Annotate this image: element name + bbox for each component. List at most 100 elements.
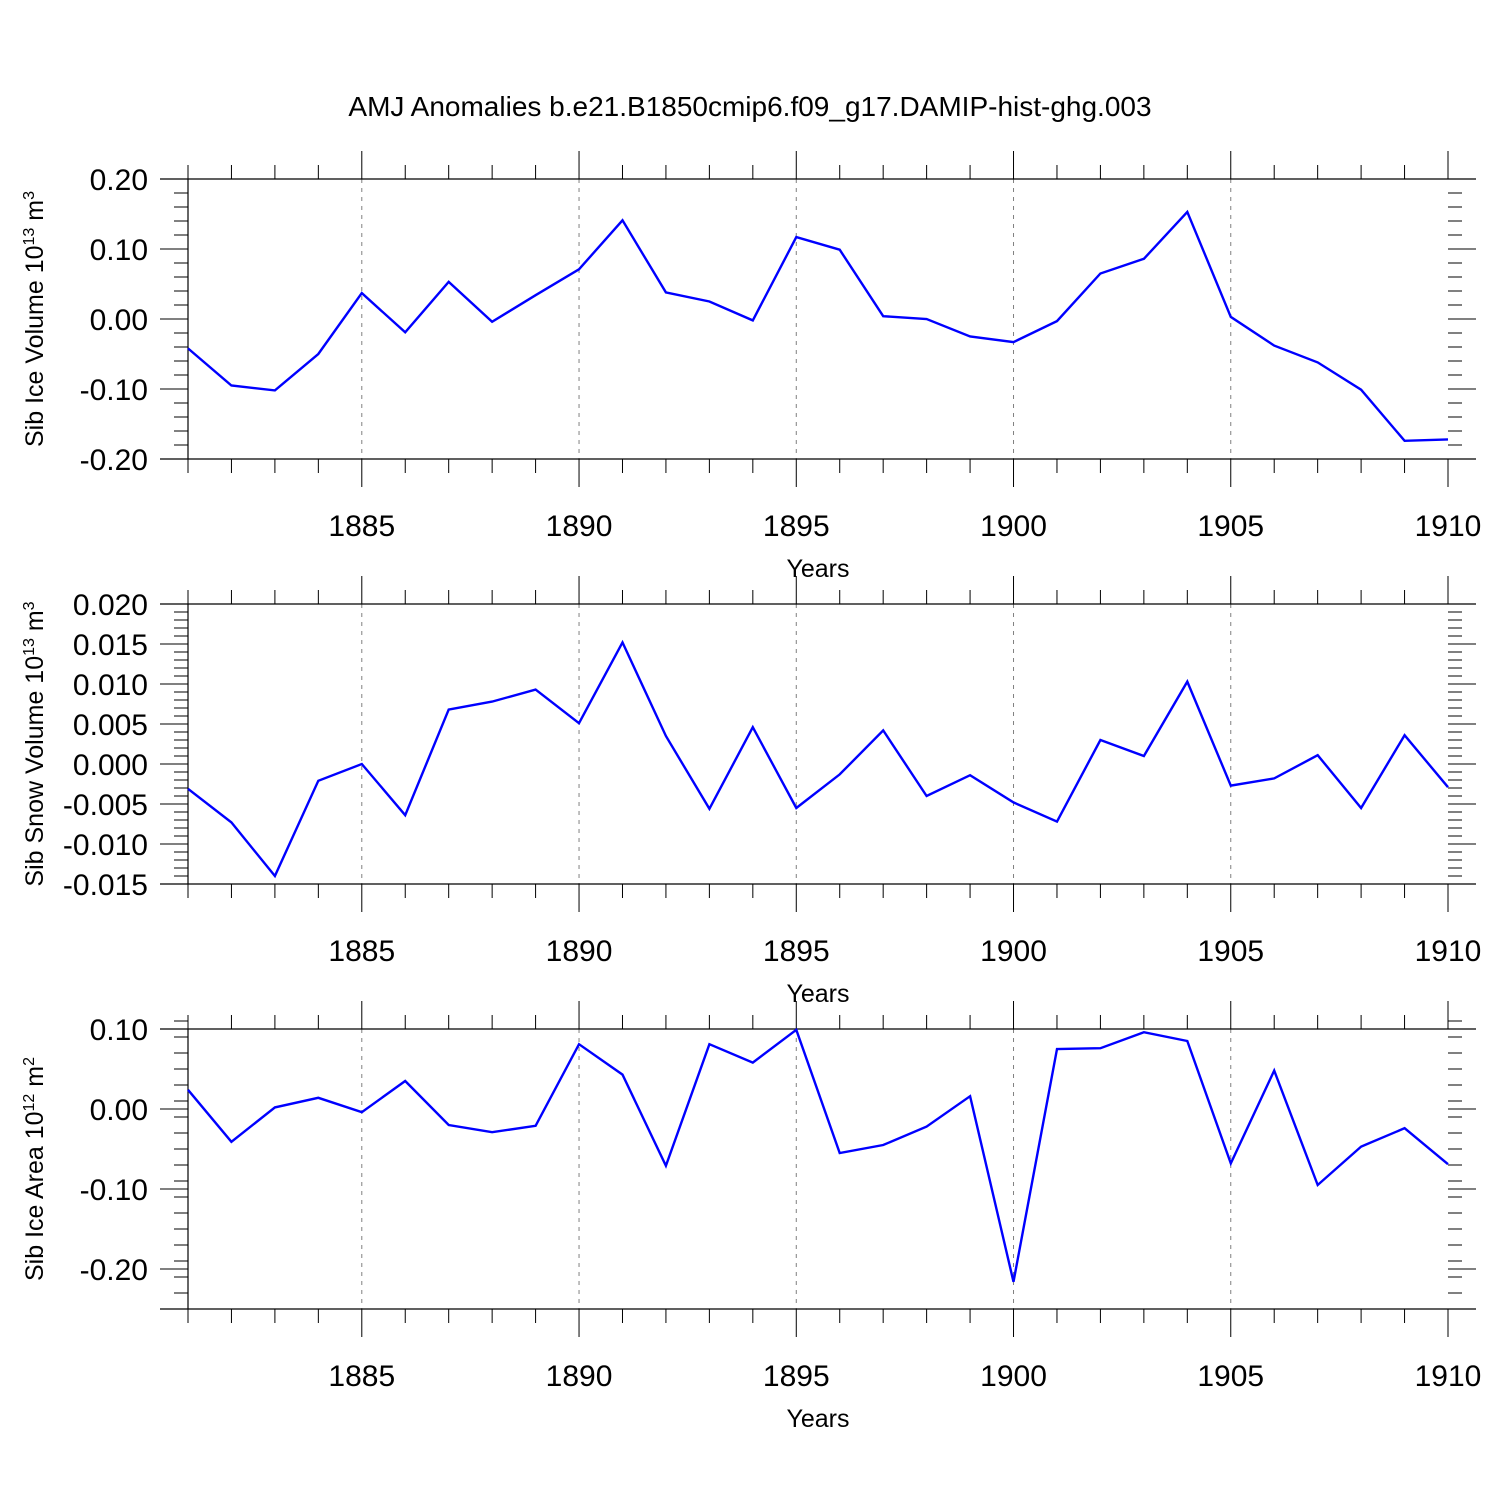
data-point-1904 (1185, 680, 1189, 684)
data-point-1902 (1098, 1046, 1102, 1050)
data-point-1883 (273, 874, 277, 878)
y-axis-label: Sib Ice Area 1012 m2 (21, 1057, 49, 1281)
x-tick-label: 1910 (1415, 510, 1482, 543)
data-point-1883 (273, 1105, 277, 1109)
y-tick-label: 0.010 (73, 669, 148, 702)
data-point-1903 (1142, 754, 1146, 758)
data-point-1886 (403, 330, 407, 334)
data-point-1901 (1055, 1047, 1059, 1051)
data-point-1906 (1272, 1069, 1276, 1073)
data-point-1904 (1185, 1039, 1189, 1043)
data-point-1907 (1316, 753, 1320, 757)
series-line (187, 209, 1449, 443)
data-point-1896 (838, 1151, 842, 1155)
x-tick-label: 1895 (763, 935, 830, 968)
x-tick-label: 1885 (328, 1360, 395, 1393)
data-point-1897 (881, 1143, 885, 1147)
data-point-1906 (1272, 776, 1276, 780)
data-point-1899 (968, 335, 972, 339)
data-point-1904 (1185, 210, 1189, 214)
y-tick-label: 0.20 (90, 164, 148, 197)
data-point-1905 (1229, 1161, 1233, 1165)
data-point-1884 (316, 1096, 320, 1100)
data-point-1897 (881, 314, 885, 318)
data-point-1908 (1359, 806, 1363, 810)
data-point-1890 (577, 267, 581, 271)
data-point-1890 (577, 721, 581, 725)
data-point-1886 (403, 1079, 407, 1083)
data-point-1909 (1403, 1126, 1407, 1130)
data-point-1910 (1446, 437, 1450, 441)
data-point-1892 (664, 290, 668, 294)
y-tick-label: 0.10 (90, 1014, 148, 1047)
data-point-1902 (1098, 272, 1102, 276)
data-point-1894 (751, 318, 755, 322)
data-point-1891 (620, 1073, 624, 1077)
data-point-1895 (794, 806, 798, 810)
data-point-1890 (577, 1042, 581, 1046)
x-tick-label: 1905 (1197, 510, 1264, 543)
data-point-1882 (229, 1140, 233, 1144)
x-tick-label: 1905 (1197, 1360, 1264, 1393)
data-point-1884 (316, 352, 320, 356)
x-tick-label: 1900 (980, 510, 1047, 543)
y-tick-label: -0.10 (80, 374, 148, 407)
y-tick-label: -0.20 (80, 444, 148, 477)
data-point-1898 (925, 794, 929, 798)
y-tick-label: -0.010 (63, 829, 148, 862)
data-point-1881 (186, 787, 190, 791)
data-point-1895 (794, 1028, 798, 1032)
y-tick-label: -0.015 (63, 869, 148, 902)
y-tick-label: 0.000 (73, 749, 148, 782)
data-point-1897 (881, 728, 885, 732)
data-point-1887 (447, 1123, 451, 1127)
y-tick-label: -0.10 (80, 1174, 148, 1207)
x-tick-label: 1910 (1415, 935, 1482, 968)
data-point-1910 (1446, 785, 1450, 789)
figure-title: AMJ Anomalies b.e21.B1850cmip6.f09_g17.D… (348, 91, 1151, 122)
data-point-1889 (534, 1124, 538, 1128)
y-tick-label: 0.020 (73, 589, 148, 622)
x-tick-label: 1895 (763, 510, 830, 543)
x-tick-label: 1900 (980, 935, 1047, 968)
data-point-1893 (707, 300, 711, 304)
data-point-1891 (620, 640, 624, 644)
data-point-1895 (794, 235, 798, 239)
data-point-1886 (403, 813, 407, 817)
x-tick-label: 1910 (1415, 1360, 1482, 1393)
x-tick-label: 1905 (1197, 935, 1264, 968)
panel-2: -0.015 -0.010 -0.005 0.000 0.005 0.010 0.015 0.… (21, 576, 1481, 1008)
data-point-1908 (1359, 1145, 1363, 1149)
data-point-1900 (1012, 800, 1016, 804)
data-point-1908 (1359, 388, 1363, 392)
data-point-1910 (1446, 1162, 1450, 1166)
data-point-1882 (229, 820, 233, 824)
data-point-1900 (1012, 340, 1016, 344)
data-point-1893 (707, 807, 711, 811)
data-point-1901 (1055, 820, 1059, 824)
data-point-1881 (186, 346, 190, 350)
y-axis-label: Sib Ice Volume 1013 m3 (21, 191, 49, 447)
data-point-1889 (534, 293, 538, 297)
data-point-1905 (1229, 315, 1233, 319)
data-point-1888 (490, 700, 494, 704)
data-point-1907 (1316, 360, 1320, 364)
data-point-1892 (664, 1164, 668, 1168)
data-point-1883 (273, 388, 277, 392)
data-point-1894 (751, 725, 755, 729)
data-point-1889 (534, 688, 538, 692)
data-point-1882 (229, 384, 233, 388)
y-tick-label: 0.00 (90, 1094, 148, 1127)
y-tick-label: 0.015 (73, 629, 148, 662)
x-tick-label: 1890 (546, 510, 613, 543)
series-line (187, 639, 1449, 879)
data-point-1896 (838, 772, 842, 776)
data-point-1898 (925, 317, 929, 321)
y-axis-label: Sib Snow Volume 1013 m3 (21, 601, 49, 886)
data-point-1906 (1272, 344, 1276, 348)
data-point-1899 (968, 773, 972, 777)
panel-1: -0.20 -0.10 0.00 0.10 0.20 1885 1890 1895 1900 19… (21, 151, 1481, 583)
panel-3: -0.20 -0.10 0.00 0.10 1885 1890 1895 1900 1905 19… (21, 1001, 1481, 1433)
data-point-1885 (360, 1110, 364, 1114)
